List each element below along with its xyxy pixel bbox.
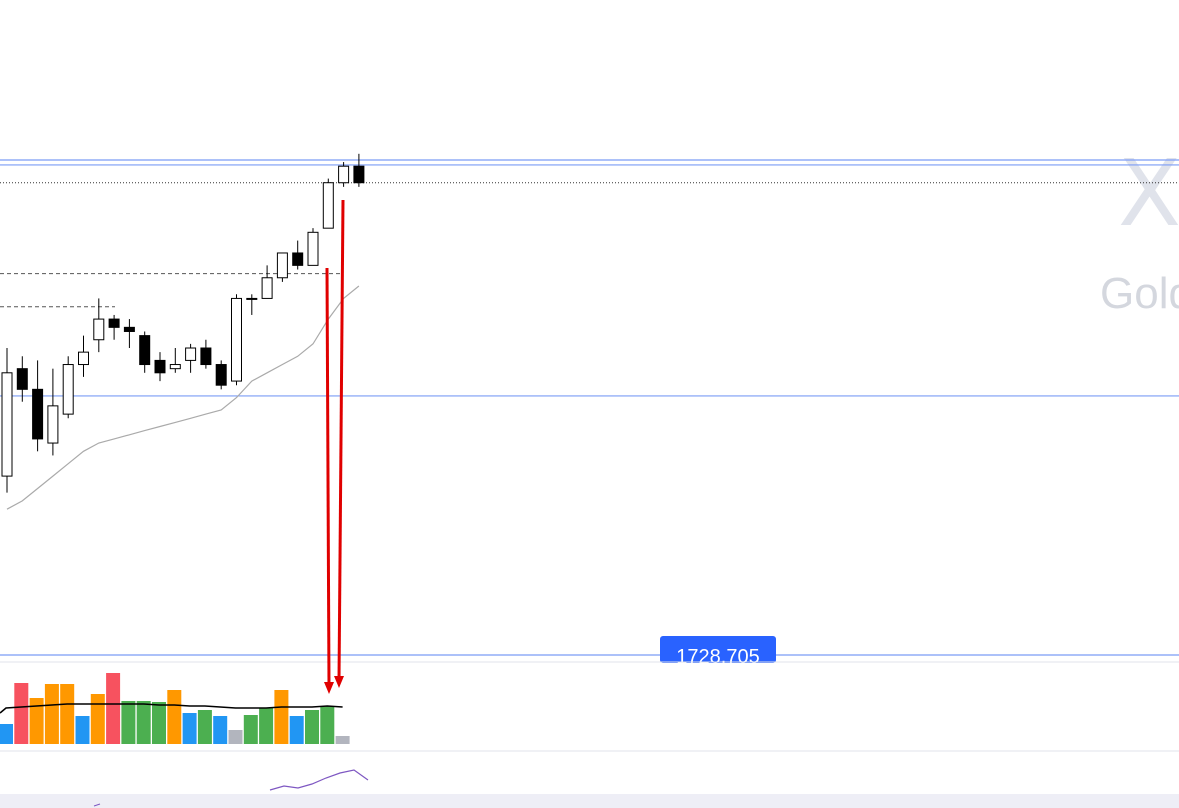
volume-bar <box>320 706 335 744</box>
volume-bar <box>335 736 350 744</box>
candle-body <box>93 318 105 341</box>
volume-moving-average <box>0 703 343 714</box>
price-badge-bg <box>660 636 776 663</box>
volume-bar <box>152 702 166 744</box>
candle-body <box>185 347 197 361</box>
volume-bar <box>197 710 212 744</box>
candle-body <box>78 351 89 366</box>
volume-bar <box>75 716 90 744</box>
volume-bar <box>0 724 13 744</box>
candle-body <box>139 335 151 366</box>
volume-bar <box>182 713 197 744</box>
candle-body <box>231 297 242 382</box>
candle <box>123 319 135 349</box>
candle-body <box>246 297 258 300</box>
candle <box>231 294 242 386</box>
candle-body <box>1 372 13 477</box>
watermark-name: Gold <box>1100 269 1179 318</box>
candle-body <box>62 364 74 415</box>
arrow-shaft <box>325 267 331 687</box>
volume-bar <box>213 716 228 744</box>
horizontal-levels <box>0 159 1179 656</box>
price-badge: 1728.705 <box>660 636 776 668</box>
candle <box>215 360 227 390</box>
candle <box>353 153 365 187</box>
volume-bar <box>44 684 59 744</box>
candle-body <box>307 231 319 266</box>
volume-bar <box>243 715 258 744</box>
candle <box>154 352 166 382</box>
volume-bar <box>29 698 44 744</box>
oscillator-fragment <box>93 803 101 807</box>
candle <box>32 360 44 452</box>
volume-bar <box>90 694 105 744</box>
candlesticks <box>1 153 365 493</box>
candle-body <box>276 252 288 279</box>
candle <box>292 240 304 270</box>
volume-bar <box>106 673 121 744</box>
ma-line <box>6 285 360 510</box>
candle <box>276 252 288 282</box>
volume-bar <box>289 716 304 744</box>
annotation-arrow <box>334 199 345 688</box>
candle-body <box>154 359 166 374</box>
arrow-head <box>324 682 334 694</box>
oscillator-path <box>269 769 369 791</box>
watermark-symbol: XA <box>1118 140 1179 247</box>
candle-body <box>108 318 120 328</box>
candle <box>246 294 258 315</box>
annotation-arrows <box>324 199 345 694</box>
candle <box>108 314 120 340</box>
volume-bar <box>274 690 289 744</box>
candle <box>322 178 334 229</box>
oscillator-line <box>93 769 369 807</box>
volume-bar <box>136 701 151 744</box>
arrow-head <box>334 676 344 688</box>
candle <box>200 339 212 369</box>
candle-body <box>16 368 28 390</box>
candle <box>139 331 151 373</box>
volume-bar <box>305 710 319 744</box>
candle-body <box>292 252 304 266</box>
volume-bar <box>60 684 75 744</box>
volume-bars <box>0 673 350 744</box>
volume-bar <box>121 701 136 744</box>
candle <box>185 343 197 373</box>
candle-body <box>32 388 44 440</box>
candle <box>62 356 74 419</box>
price-badge-label: 1728.705 <box>676 646 759 668</box>
candle-body <box>169 364 181 370</box>
candle <box>261 265 273 299</box>
volume-bar <box>259 708 274 744</box>
bottom-pane-strip <box>0 794 1179 808</box>
candle <box>307 228 319 266</box>
candle-body <box>338 165 350 184</box>
arrow-shaft <box>337 199 345 681</box>
candle-body <box>322 182 334 229</box>
volume-ma-line <box>0 703 343 714</box>
candle-body <box>200 347 212 366</box>
candle <box>169 348 181 373</box>
candle-body <box>47 405 59 444</box>
candle <box>93 298 105 353</box>
candle <box>78 335 89 377</box>
candle-body <box>215 364 227 386</box>
candle-body <box>353 165 365 184</box>
volume-bar <box>167 690 182 744</box>
candle <box>1 348 13 493</box>
volume-bar <box>228 730 243 744</box>
volume-bar <box>14 683 29 744</box>
candle-body <box>261 277 273 299</box>
candle <box>338 162 350 187</box>
moving-average <box>6 285 360 510</box>
annotation-arrow <box>324 267 334 694</box>
candle <box>47 368 59 456</box>
candle-body <box>123 326 135 332</box>
candle <box>16 356 28 402</box>
